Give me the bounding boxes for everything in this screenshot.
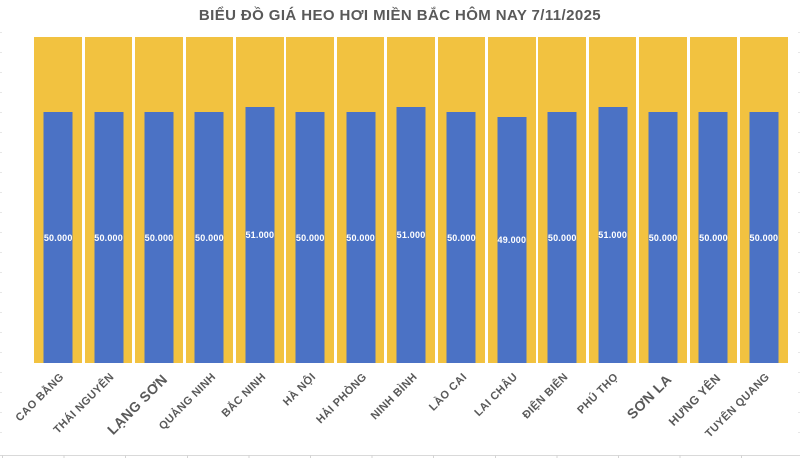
x-axis-label-cell: NINH BÌNH (368, 363, 436, 458)
plot-area: 50.000 50.000 50.000 50.000 51.000 50.000 50.0… (33, 37, 789, 363)
background-column: 51.000 (588, 37, 637, 363)
bar-value-label: 50.000 (295, 232, 325, 243)
price-bar: 50.000 (446, 112, 476, 363)
price-bar: 50.000 (698, 112, 728, 363)
bar-value-label: 51.000 (245, 230, 275, 241)
background-column: 50.000 (336, 37, 385, 363)
bar-value-label: 50.000 (94, 232, 123, 243)
background-column: 50.000 (437, 37, 486, 363)
price-bar: 50.000 (194, 112, 224, 363)
price-bar: 50.000 (346, 112, 376, 363)
bar-value-label: 50.000 (43, 232, 73, 243)
bar-value-label: 49.000 (497, 235, 527, 246)
price-bar: 50.000 (749, 112, 779, 363)
bar-value-label: 51.000 (598, 230, 628, 241)
price-bar: 49.000 (497, 117, 527, 363)
price-bar: 51.000 (396, 107, 426, 363)
price-bar: 51.000 (245, 107, 275, 363)
price-bar: 50.000 (547, 112, 577, 363)
background-column: 50.000 (740, 37, 788, 363)
price-bar: 50.000 (144, 112, 174, 363)
x-axis-label: HÀ NỘI (281, 371, 319, 409)
background-column: 50.000 (135, 37, 183, 363)
bar-value-label: 51.000 (396, 230, 426, 241)
price-bar: 50.000 (43, 112, 73, 363)
bar-value-label: 50.000 (749, 232, 779, 243)
bar-value-label: 50.000 (195, 232, 224, 243)
background-column: 49.000 (488, 37, 536, 363)
x-axis-labels: CAO BẰNG THÁI NGUYÊN LẠNG SƠN QUẢNG NINH BẮC… (14, 363, 789, 458)
background-column: 50.000 (689, 37, 738, 363)
bar-value-label: 50.000 (346, 232, 376, 243)
bar-value-label: 50.000 (699, 232, 728, 243)
x-axis-label: CAO BẰNG (13, 371, 67, 425)
background-column: 50.000 (538, 37, 587, 363)
price-bar: 51.000 (598, 107, 628, 363)
bar-value-label: 50.000 (447, 232, 476, 243)
bar-value-label: 50.000 (648, 232, 678, 243)
background-column: 50.000 (286, 37, 335, 363)
background-column: 50.000 (185, 37, 234, 363)
background-column: 51.000 (387, 37, 435, 363)
spreadsheet-gridline-bottom-ticks (2, 455, 800, 458)
background-column: 50.000 (639, 37, 687, 363)
spreadsheet-gridline-right (798, 32, 800, 452)
background-column: 50.000 (84, 37, 133, 363)
bar-value-label: 50.000 (547, 232, 577, 243)
background-column: 50.000 (34, 37, 83, 363)
price-bar: 50.000 (295, 112, 325, 363)
background-column: 51.000 (236, 37, 284, 363)
x-axis-label-cell: BẮC NINH (220, 363, 285, 458)
price-bar: 50.000 (94, 112, 124, 363)
bar-value-label: 50.000 (144, 232, 174, 243)
x-axis-label-cell: TUYÊN QUANG (703, 363, 789, 458)
spreadsheet-gridline-left (0, 32, 2, 452)
chart-title: BIỂU ĐỒ GIÁ HEO HƠI MIỀN BẮC HÔM NAY 7/1… (198, 7, 602, 24)
price-bar: 50.000 (648, 112, 678, 363)
